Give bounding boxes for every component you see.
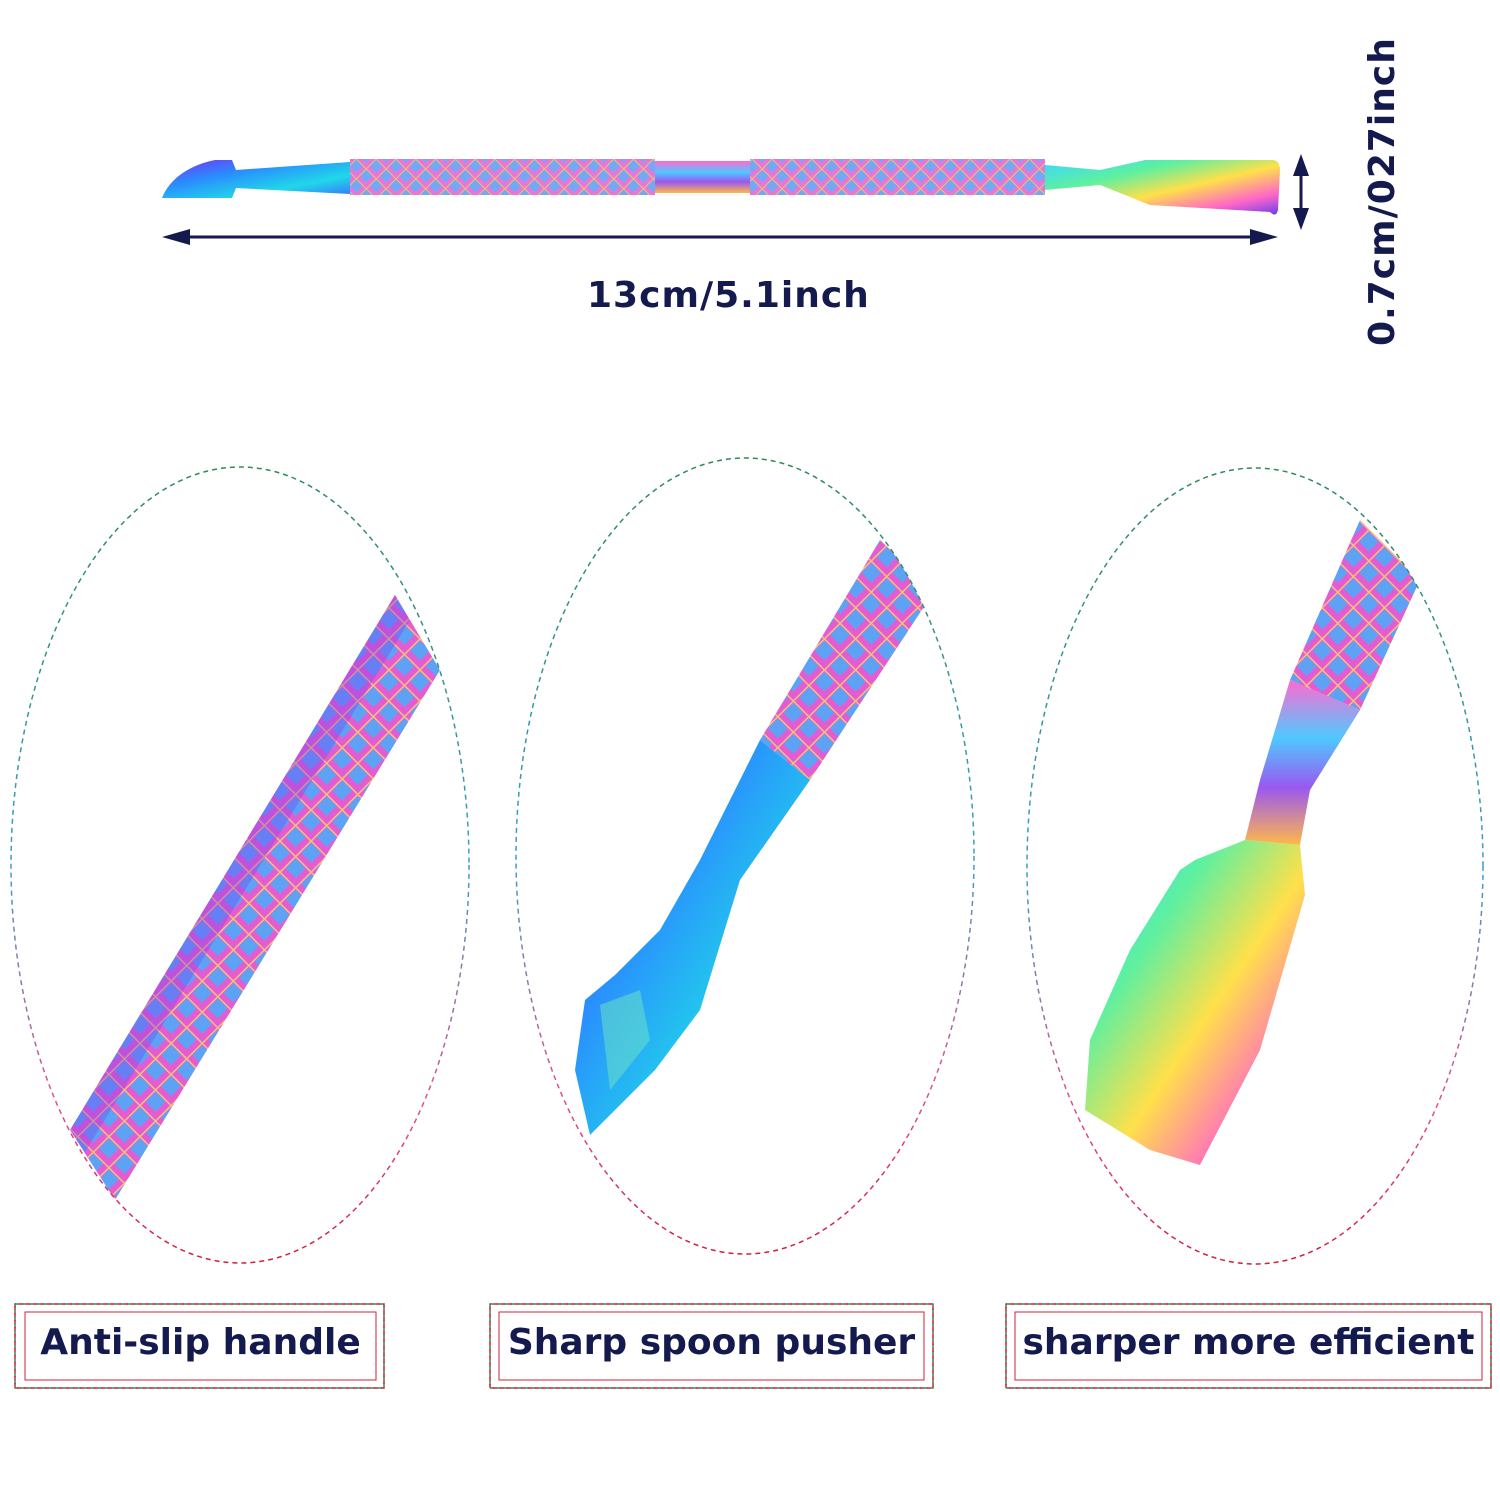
length-label: 13cm/5.1inch xyxy=(587,275,870,316)
width-arrow xyxy=(1293,154,1309,230)
detail-handle xyxy=(10,466,470,1264)
badge-frame-1 xyxy=(14,1303,385,1389)
feature-label-spoon-pusher: Sharp spoon pusher xyxy=(507,1322,916,1363)
badge-frame-2 xyxy=(489,1303,934,1389)
feature-label-anti-slip: Anti-slip handle xyxy=(40,1322,361,1363)
badge-frame-3 xyxy=(1005,1303,1492,1389)
feature-label-efficient: sharper more efficient xyxy=(1022,1322,1475,1363)
width-label: 0.7cm/027inch xyxy=(1362,37,1403,346)
detail-pusher xyxy=(515,457,975,1255)
detail-spoon xyxy=(1026,467,1484,1265)
length-arrow xyxy=(162,229,1278,245)
full-tool-image xyxy=(162,159,1280,215)
